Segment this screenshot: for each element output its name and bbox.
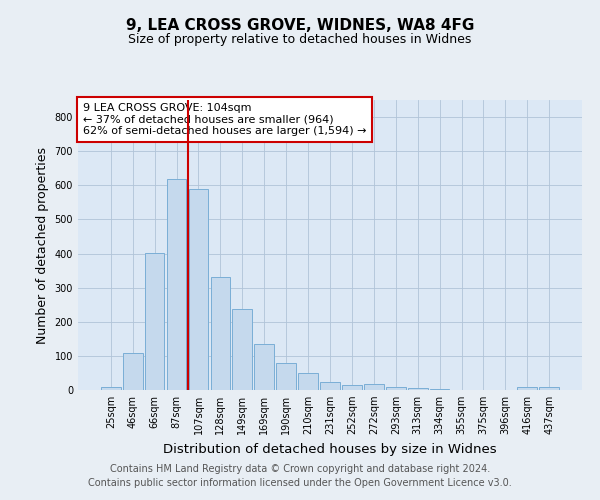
Bar <box>188 188 208 390</box>
Bar <box>276 363 296 390</box>
Bar <box>342 385 362 390</box>
Bar <box>320 382 340 390</box>
Text: Size of property relative to detached houses in Widnes: Size of property relative to detached ho… <box>128 32 472 46</box>
Bar <box>386 388 406 390</box>
Bar <box>517 388 537 390</box>
Bar <box>101 388 121 390</box>
Text: 9, LEA CROSS GROVE, WIDNES, WA8 4FG: 9, LEA CROSS GROVE, WIDNES, WA8 4FG <box>126 18 474 32</box>
Bar <box>408 388 428 390</box>
Bar <box>539 386 559 390</box>
Bar <box>254 344 274 390</box>
Text: Contains HM Land Registry data © Crown copyright and database right 2024.
Contai: Contains HM Land Registry data © Crown c… <box>88 464 512 487</box>
Bar <box>211 278 230 390</box>
Bar <box>232 309 252 390</box>
Y-axis label: Number of detached properties: Number of detached properties <box>36 146 49 344</box>
Bar <box>123 354 143 390</box>
Text: 9 LEA CROSS GROVE: 104sqm
← 37% of detached houses are smaller (964)
62% of semi: 9 LEA CROSS GROVE: 104sqm ← 37% of detac… <box>83 103 367 136</box>
Bar <box>364 384 384 390</box>
Bar <box>167 180 187 390</box>
Bar <box>298 372 318 390</box>
X-axis label: Distribution of detached houses by size in Widnes: Distribution of detached houses by size … <box>163 442 497 456</box>
Bar <box>145 252 164 390</box>
